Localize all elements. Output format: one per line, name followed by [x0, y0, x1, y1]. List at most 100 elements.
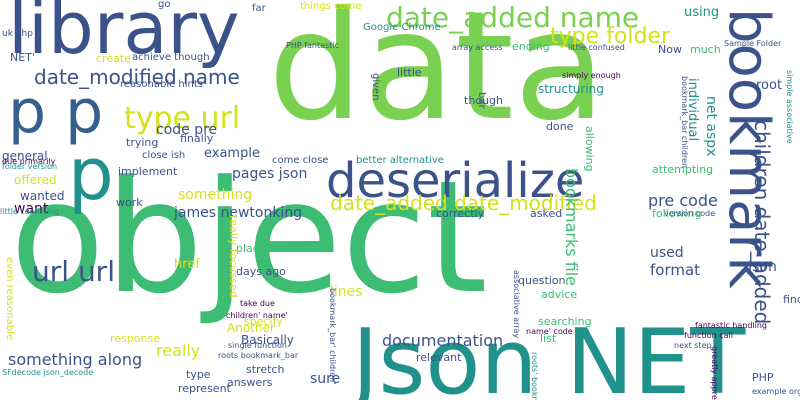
cloud-word: come close	[272, 155, 329, 166]
cloud-word: create	[96, 52, 131, 65]
cloud-word: name' code	[526, 327, 573, 336]
cloud-word: bar	[476, 92, 487, 109]
cloud-word: next step	[674, 341, 712, 350]
cloud-word: places	[236, 242, 272, 255]
cloud-word: searching	[538, 315, 592, 328]
cloud-word: p	[68, 132, 114, 216]
cloud-word: data	[268, 0, 606, 154]
cloud-word: represent	[178, 382, 231, 395]
cloud-word: Basically	[241, 333, 294, 347]
cloud-word: single function	[228, 341, 287, 350]
cloud-word: p p	[8, 77, 104, 147]
cloud-word: object	[10, 147, 488, 328]
cloud-word: folder version	[2, 162, 58, 171]
cloud-word: james newtonking	[174, 205, 303, 221]
cloud-word: far	[252, 3, 266, 14]
cloud-word: url url	[32, 255, 115, 288]
cloud-word: associative array	[512, 270, 521, 339]
cloud-word: roots bookmark_bar	[218, 351, 299, 360]
cloud-word: specify	[244, 315, 283, 328]
cloud-word: little confusing	[0, 207, 60, 216]
cloud-word: PHP	[752, 371, 774, 384]
cloud-word: list	[540, 332, 557, 345]
cloud-word: Sample Folder	[724, 39, 782, 48]
cloud-word: wanted	[20, 189, 65, 203]
cloud-word: type folder	[550, 24, 671, 49]
cloud-word: done	[546, 120, 574, 133]
cloud-word: date_added date_modified	[330, 191, 597, 215]
cloud-word: uk php	[2, 29, 33, 39]
cloud-word: take due	[240, 299, 275, 308]
cloud-word: offered	[14, 173, 57, 187]
cloud-word: simply enough	[562, 71, 621, 80]
cloud-word: reasonable hints	[120, 79, 204, 90]
cloud-word: function call	[684, 331, 733, 340]
cloud-word: really	[156, 341, 201, 360]
cloud-word: correctly	[436, 207, 485, 220]
cloud-word: Json	[748, 259, 777, 275]
cloud-word: following	[652, 207, 702, 220]
cloud-word: really focussed	[227, 215, 240, 298]
cloud-word: relevant	[416, 351, 462, 364]
cloud-word: trying	[126, 136, 159, 149]
cloud-word: something	[178, 187, 253, 203]
cloud-word: though	[464, 94, 503, 107]
cloud-word: fantastic handling	[695, 321, 768, 330]
cloud-word: bookmark_bar' children'	[328, 288, 337, 385]
cloud-word: answers	[227, 376, 273, 389]
cloud-word: things come	[300, 1, 362, 12]
cloud-word: something along	[8, 350, 143, 369]
cloud-word: bookmark	[716, 8, 781, 289]
cloud-word: children date_added	[750, 120, 774, 325]
cloud-word: used	[650, 245, 684, 261]
cloud-word: example	[204, 146, 260, 161]
cloud-word: deserialize	[326, 153, 585, 209]
cloud-word: go	[158, 0, 171, 10]
cloud-word: close ish	[142, 150, 186, 161]
cloud-word: Google Chrome	[363, 22, 441, 33]
cloud-word: code pre	[156, 122, 218, 138]
cloud-word: individual	[685, 78, 700, 142]
cloud-word: Json NET	[352, 310, 746, 400]
cloud-word: children' name'	[226, 311, 288, 320]
cloud-word: PHP fantastic	[286, 41, 339, 50]
cloud-word: implement	[118, 165, 178, 178]
cloud-word: want	[14, 201, 49, 217]
cloud-word: response	[110, 332, 160, 345]
cloud-word: even reasonable	[4, 257, 15, 340]
cloud-word: allowing	[583, 126, 596, 172]
cloud-word: Another	[227, 321, 275, 335]
cloud-word: achieve though	[132, 52, 210, 63]
cloud-word: format	[650, 261, 701, 279]
cloud-word: greatly appreciated	[710, 346, 719, 400]
cloud-word: question	[518, 274, 566, 287]
cloud-word: attempting	[652, 163, 714, 176]
cloud-word: ending	[512, 40, 550, 53]
cloud-word: net aspx	[703, 96, 719, 157]
cloud-word: asked	[530, 207, 563, 220]
cloud-word: work	[116, 196, 143, 209]
cloud-word: using	[684, 5, 720, 20]
cloud-word: find	[783, 293, 800, 306]
cloud-word: finally	[180, 132, 214, 145]
cloud-word: NET'	[10, 51, 35, 64]
cloud-word: given	[370, 73, 381, 101]
cloud-word: type url	[124, 101, 241, 136]
cloud-word: little	[397, 66, 422, 79]
cloud-word: version code	[664, 209, 716, 218]
cloud-word: pages json	[232, 166, 308, 182]
cloud-word: example org	[752, 387, 800, 396]
cloud-word: sure	[310, 371, 341, 387]
cloud-word: date_added name	[386, 1, 640, 34]
cloud-word: pre code	[648, 191, 718, 210]
cloud-word: documentation	[382, 331, 504, 350]
cloud-word: root	[756, 78, 783, 93]
cloud-word: simple associative	[785, 70, 794, 144]
cloud-word: stretch	[246, 363, 285, 376]
cloud-word: library	[8, 0, 240, 70]
cloud-word: Now	[658, 43, 682, 56]
cloud-word: bookmark_bar children	[680, 76, 689, 169]
cloud-word: SFdecode json_decode	[2, 368, 94, 377]
cloud-word: structuring	[538, 82, 604, 96]
cloud-word: href	[174, 257, 200, 272]
